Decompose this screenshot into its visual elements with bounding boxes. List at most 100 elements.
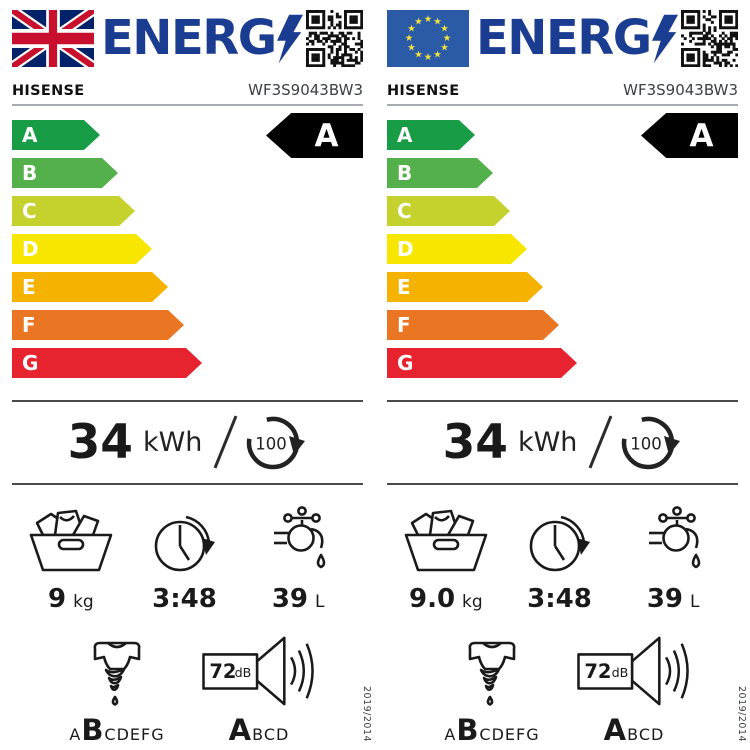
energ-logo: ENERG xyxy=(101,10,303,66)
scale-bar-f: F xyxy=(387,310,559,340)
duration-spec: 3:48 xyxy=(128,501,242,614)
scale-letter: A xyxy=(397,123,413,147)
laundry-basket-icon xyxy=(29,509,113,572)
water-spec: 39 L xyxy=(241,501,355,614)
water-unit: L xyxy=(315,592,325,612)
scale-letter: D xyxy=(397,237,414,261)
label-header: ENERG xyxy=(12,10,363,68)
per-slash xyxy=(214,415,238,469)
capacity-spec: 9.0 kg xyxy=(389,501,503,614)
water-unit: L xyxy=(690,592,700,612)
energy-unit: kWh xyxy=(517,426,578,458)
scale-letter: F xyxy=(22,313,36,337)
capacity-value: 9.0 xyxy=(408,584,456,614)
svg-text:★: ★ xyxy=(407,43,416,54)
scale-letter: C xyxy=(397,199,412,223)
spin-class-grades: A B CDEFG xyxy=(69,713,164,747)
qr-code xyxy=(681,10,738,67)
capacity-unit: kg xyxy=(462,592,483,612)
scale-bar-c: C xyxy=(387,196,510,226)
water-tap-icon xyxy=(274,506,326,569)
noise-speaker-icon: 72 dB xyxy=(202,636,314,706)
water-spec: 39 L xyxy=(616,501,730,614)
energy-consumption: 34 kWh 100 xyxy=(12,402,363,483)
duration-spec: 3:48 xyxy=(503,501,617,614)
lightning-bolt-icon xyxy=(276,14,303,64)
efficiency-scale: A B C D E F G A xyxy=(12,113,363,378)
energ-logo: ENERG xyxy=(476,10,678,66)
regulation-number: 2019/2014 xyxy=(736,685,747,742)
eu-flag-icon: ★ ★★★★★★★★★★★ xyxy=(387,10,469,67)
noise-grade-selected: A xyxy=(603,713,628,747)
energy-unit: kWh xyxy=(142,426,203,458)
scale-bar-b: B xyxy=(387,158,493,188)
noise-grade-selected: A xyxy=(228,713,253,747)
label-header: ★ ★ ★ ★ ★ ★ ★ ★ ★ ★ ★ ★ ENERG xyxy=(387,10,738,68)
scale-letter: G xyxy=(397,351,414,375)
spin-class-spec: A B CDEFG xyxy=(429,634,555,747)
spin-dry-icon xyxy=(93,641,141,706)
noise-grades-after: BCD xyxy=(627,725,665,744)
scale-bar-e: E xyxy=(12,272,168,302)
rating-arrow: A xyxy=(266,113,363,158)
scale-bar-d: D xyxy=(387,234,527,264)
noise-grades-after: BCD xyxy=(252,725,290,744)
scale-letter: B xyxy=(22,161,38,185)
divider xyxy=(387,400,738,402)
scale-letter: A xyxy=(22,123,38,147)
divider xyxy=(12,104,363,106)
scale-bar-g: G xyxy=(12,348,202,378)
per-100-cycles-icon: 100 xyxy=(622,416,681,470)
energy-consumption: 34 kWh 100 xyxy=(387,402,738,483)
spin-class-spec: A B CDEFG xyxy=(54,634,180,747)
clock-icon xyxy=(154,515,215,572)
duration-value: 3:48 xyxy=(527,584,592,614)
spacer xyxy=(387,378,738,400)
lightning-bolt-icon xyxy=(651,14,678,64)
scale-letter: F xyxy=(397,313,411,337)
spin-grades-before: A xyxy=(69,725,82,744)
regulation-number: 2019/2014 xyxy=(361,685,372,742)
spin-grades-after: CDEFG xyxy=(479,725,540,744)
scale-letter: E xyxy=(397,275,411,299)
capacity-spec: 9 kg xyxy=(14,501,128,614)
spin-class-grades: A B CDEFG xyxy=(444,713,539,747)
model-number: WF3S9043BW3 xyxy=(623,81,738,99)
noise-db-unit: dB xyxy=(612,665,629,680)
brand-name: HISENSE xyxy=(387,83,460,99)
water-value: 39 xyxy=(271,584,309,614)
scale-bar-g: G xyxy=(387,348,577,378)
scale-letter: E xyxy=(22,275,36,299)
scale-bar-d: D xyxy=(12,234,152,264)
class-row: A B CDEFG 72 dB xyxy=(387,614,738,747)
spin-grades-before: A xyxy=(444,725,457,744)
capacity-unit: kg xyxy=(73,592,94,612)
noise-class-spec: 72 dB A BCD xyxy=(571,634,697,747)
spin-grade-selected: B xyxy=(81,713,105,747)
svg-text:★: ★ xyxy=(414,17,423,28)
energy-label-eu: ★ ★ ★ ★ ★ ★ ★ ★ ★ ★ ★ ★ ENERG HISENSE WF3S9043BW3 A… xyxy=(375,0,750,750)
svg-text:★: ★ xyxy=(414,50,423,61)
spec-row: 9.0 kg 3:48 xyxy=(387,485,738,614)
class-row: A B CDEFG 72 dB xyxy=(12,614,363,747)
scale-bar-c: C xyxy=(12,196,135,226)
divider xyxy=(387,104,738,106)
duration-value: 3:48 xyxy=(152,584,217,614)
spin-grade-selected: B xyxy=(456,713,480,747)
noise-class-grades: A BCD xyxy=(604,713,665,747)
qr-code xyxy=(306,10,363,67)
energy-value: 34 xyxy=(442,414,508,470)
noise-db-unit: dB xyxy=(235,665,252,680)
svg-text:★: ★ xyxy=(424,52,433,63)
eu-stars: ★ ★★★★★★★★★★★ xyxy=(405,14,452,63)
scale-letter: B xyxy=(397,161,413,185)
rating-arrow: A xyxy=(641,113,738,158)
cycles-count: 100 xyxy=(631,435,663,454)
scale-bar-a: A xyxy=(12,120,100,150)
svg-text:★: ★ xyxy=(440,43,449,54)
noise-db-value: 72 xyxy=(584,660,611,683)
laundry-basket-icon xyxy=(404,509,488,572)
scale-bar-e: E xyxy=(387,272,543,302)
svg-text:★: ★ xyxy=(405,33,414,44)
